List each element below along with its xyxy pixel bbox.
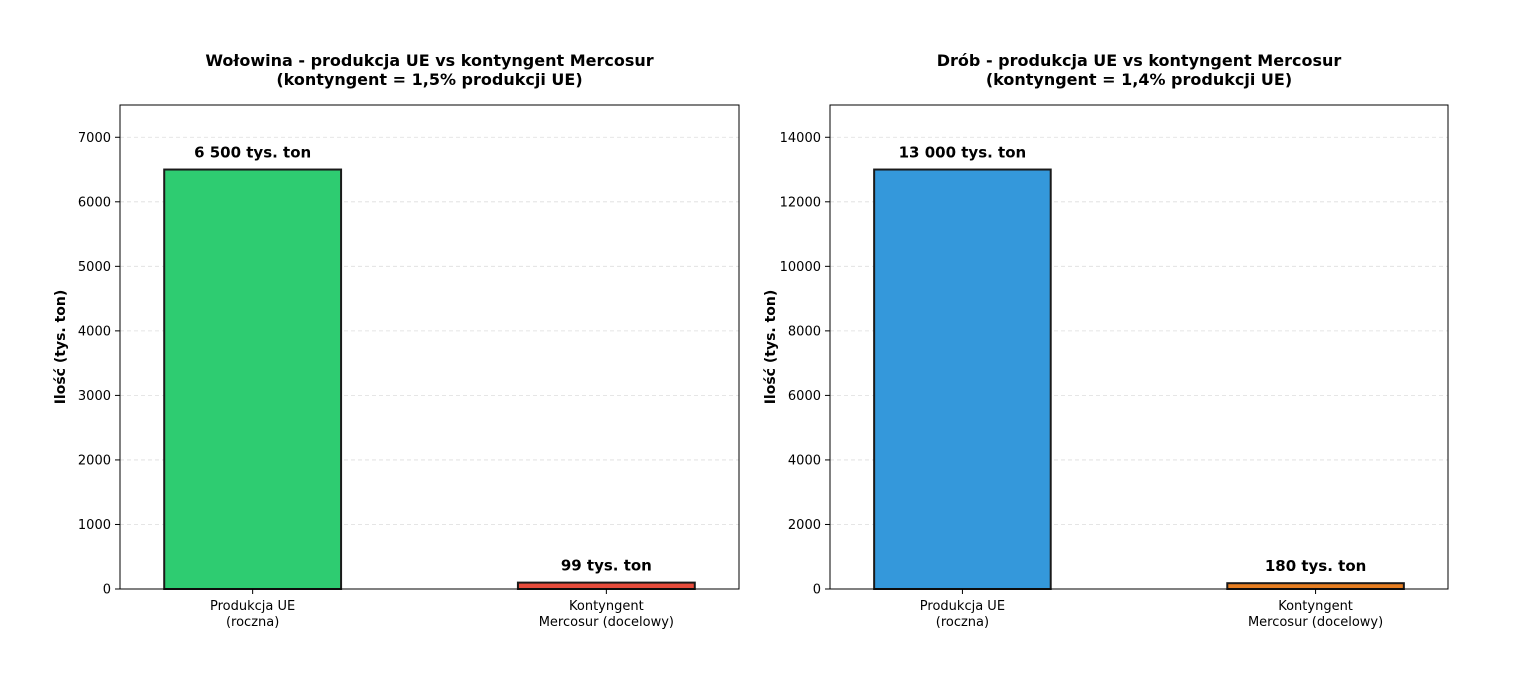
y-axis-label: Ilość (tys. ton): [53, 290, 69, 405]
y-tick-label: 6000: [788, 389, 821, 404]
y-tick-label: 7000: [78, 131, 111, 146]
y-tick-label: 6000: [78, 195, 111, 210]
data-label: 6 500 tys. ton: [194, 144, 311, 162]
y-tick-label: 12000: [780, 195, 821, 210]
x-tick-label: Mercosur (docelowy): [1248, 615, 1383, 630]
chart-panel-1: 6 500 tys. ton 99 tys. ton 0 1000 2000 3000 40…: [53, 51, 740, 630]
y-tick-label: 0: [103, 583, 111, 598]
chart-panel-2: 13 000 tys. ton 180 tys. ton 0 2000 4000 6000…: [763, 51, 1449, 630]
chart-subtitle: (kontyngent = 1,4% produkcji UE): [986, 70, 1292, 89]
y-tick-label: 10000: [780, 260, 821, 275]
y-tick-label: 1000: [78, 518, 111, 533]
data-label: 180 tys. ton: [1265, 557, 1366, 575]
chart-title: Drób - produkcja UE vs kontyngent Mercos…: [937, 51, 1342, 70]
x-tick-label: Produkcja UE: [210, 599, 295, 614]
y-tick-label: 2000: [78, 453, 111, 468]
data-label: 13 000 tys. ton: [899, 144, 1027, 162]
y-tick-label: 0: [813, 583, 821, 598]
x-tick-label: Produkcja UE: [920, 599, 1005, 614]
bar: [873, 168, 1052, 591]
x-tick-label: Kontyngent: [1278, 599, 1353, 614]
chart-subtitle: (kontyngent = 1,5% produkcji UE): [276, 70, 582, 89]
bar: [516, 581, 696, 591]
y-tick-label: 5000: [78, 260, 111, 275]
plot-frame: [829, 104, 1449, 590]
y-tick-label: 2000: [788, 518, 821, 533]
y-tick-label: 3000: [78, 389, 111, 404]
x-tick-label: (roczna): [226, 615, 279, 630]
bar: [1226, 582, 1405, 591]
y-tick-label: 4000: [78, 324, 111, 339]
x-tick-label: (roczna): [936, 615, 989, 630]
data-label: 99 tys. ton: [561, 557, 652, 575]
y-tick-label: 14000: [780, 131, 821, 146]
chart-title: Wołowina - produkcja UE vs kontyngent Me…: [205, 51, 653, 70]
y-tick-label: 4000: [788, 453, 821, 468]
y-tick-label: 8000: [788, 324, 821, 339]
plot-frame: [119, 104, 740, 590]
x-tick-label: Mercosur (docelowy): [539, 615, 674, 630]
x-tick-label: Kontyngent: [569, 599, 644, 614]
y-axis-label: Ilość (tys. ton): [763, 290, 779, 405]
bar: [163, 168, 343, 591]
